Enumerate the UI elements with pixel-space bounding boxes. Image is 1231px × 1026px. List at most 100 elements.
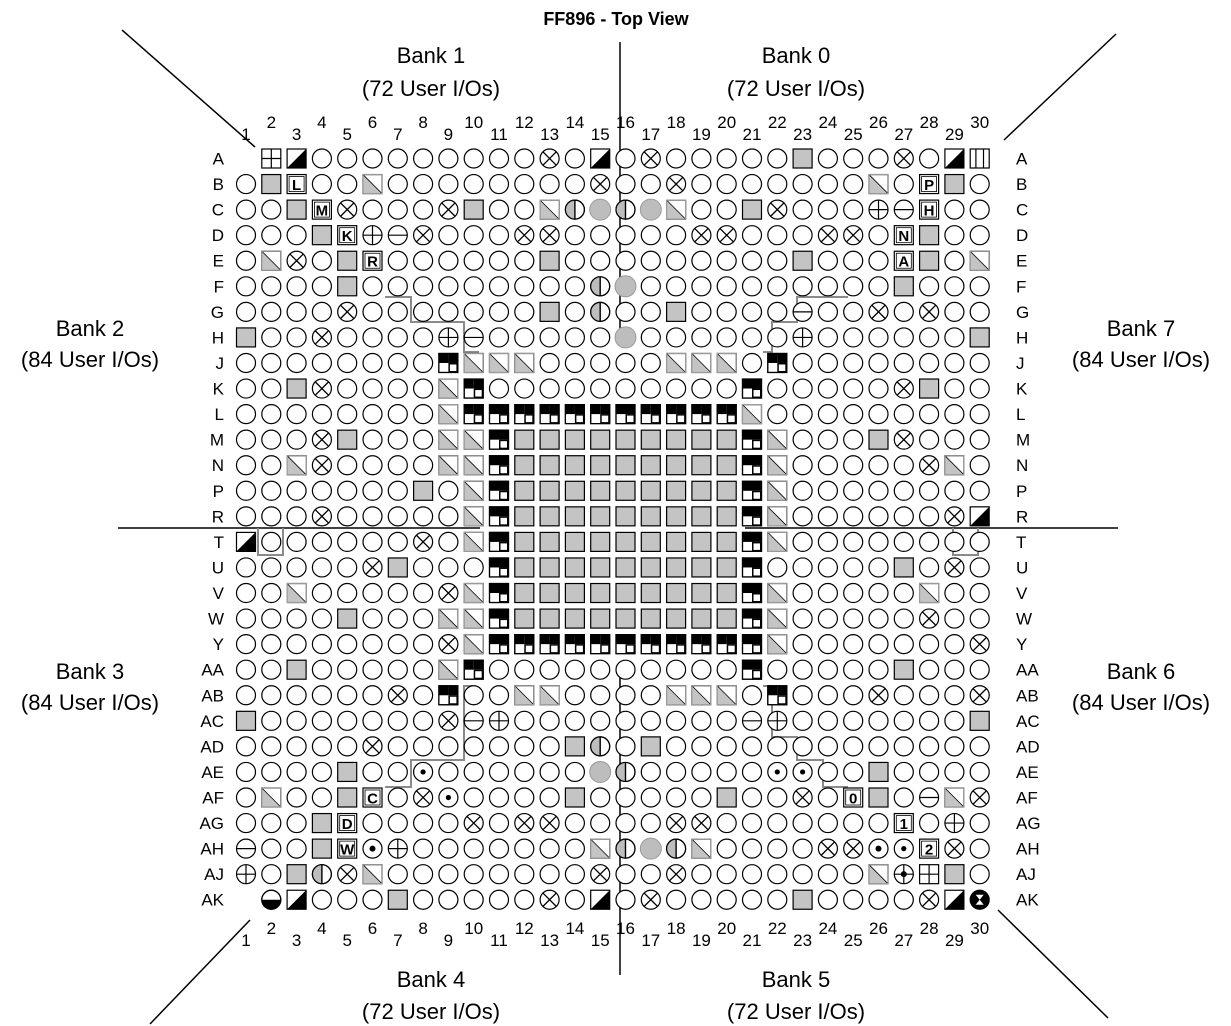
ball-AD21: [741, 736, 763, 757]
ball-D1: [235, 225, 257, 246]
ball-AD7: [387, 736, 408, 757]
ball-C4: M: [311, 199, 332, 220]
column-label: 18: [667, 113, 686, 132]
ball-AB12: [514, 685, 535, 706]
column-label: 24: [818, 113, 837, 132]
ball-AD27: [893, 736, 914, 757]
ball-E3: [286, 250, 307, 271]
svg-text:M: M: [316, 203, 329, 220]
divider-diagonal-top-left: [121, 29, 256, 148]
ball-AF26: [868, 787, 889, 808]
ball-G8: [413, 301, 434, 322]
ball-B3: L: [286, 173, 307, 195]
ball-J11: [488, 352, 510, 374]
ball-R11: [488, 506, 510, 527]
ball-A12: [514, 148, 535, 169]
ball-AG1: [235, 812, 257, 834]
ball-F18: [665, 276, 687, 297]
ball-D2: [261, 225, 282, 246]
ball-Y5: [337, 634, 358, 655]
ball-AG8: [413, 812, 434, 834]
svg-text:2: 2: [925, 842, 933, 859]
ball-AA23: [792, 659, 813, 680]
ball-U24: [817, 557, 839, 578]
ball-W13: [539, 608, 560, 629]
ball-AC6: [362, 710, 383, 731]
ball-P12: [514, 480, 535, 501]
ball-AD29: [944, 736, 965, 757]
ball-H1: [235, 327, 257, 348]
ball-U28: [918, 557, 940, 578]
ball-AG27: 1: [893, 812, 914, 834]
ball-K6: [362, 378, 383, 399]
ball-K28: [918, 378, 940, 399]
ball-G13: [539, 301, 560, 322]
ball-AC30: [969, 710, 990, 731]
ball-C6: [362, 199, 383, 220]
ball-L29: [944, 404, 965, 425]
ball-Y10: [463, 634, 484, 655]
ball-G24: [817, 301, 839, 322]
ball-AD1: [235, 736, 257, 757]
ball-U15: [590, 557, 611, 578]
ball-U21: [741, 557, 763, 578]
ball-P7: [387, 480, 408, 501]
ball-AD26: [868, 736, 889, 757]
ball-U19: [691, 557, 712, 578]
ball-V19: [691, 582, 712, 604]
ball-AC26: [868, 710, 889, 731]
ball-J4: [311, 352, 332, 374]
ball-K26: [868, 378, 889, 399]
ball-AK19: [691, 889, 712, 910]
ball-T15: [590, 531, 611, 553]
ball-G30: [969, 301, 990, 322]
ball-AF2: [261, 787, 282, 808]
ball-F28: [918, 276, 940, 297]
ball-AK26: [868, 889, 889, 910]
row-label: AG: [199, 814, 224, 833]
ball-AJ13: [539, 864, 560, 885]
ball-F20: [716, 276, 737, 297]
ball-H14: [564, 327, 586, 348]
ball-R29: [944, 506, 965, 527]
ball-B1: [235, 173, 257, 195]
ball-N23: [792, 455, 813, 476]
ball-J13: [539, 352, 560, 374]
ball-F10: [463, 276, 484, 297]
ball-G12: [514, 301, 535, 322]
row-label: N: [1016, 456, 1028, 475]
ball-Y11: [488, 634, 510, 655]
ball-R15: [590, 506, 611, 527]
ball-V7: [387, 582, 408, 604]
row-label: A: [213, 150, 225, 169]
column-label: 18: [667, 919, 686, 938]
ball-AG19: [691, 812, 712, 834]
ball-D8: [413, 225, 434, 246]
ball-N16: [615, 455, 636, 476]
ball-AK18: [665, 889, 687, 910]
ball-AJ4: [311, 864, 332, 885]
ball-G23: [792, 301, 813, 322]
row-label: AE: [201, 763, 224, 782]
ball-AB29: [944, 685, 965, 706]
ball-M26: [868, 429, 889, 450]
ball-AA25: [843, 659, 864, 680]
ball-AA19: [691, 659, 712, 680]
ball-P26: [868, 480, 889, 501]
ball-U10: [463, 557, 484, 578]
column-label: 11: [490, 931, 508, 950]
ball-K3: [286, 378, 307, 399]
ball-AF20: [716, 787, 737, 808]
ball-K30: [969, 378, 990, 399]
ball-R6: [362, 506, 383, 527]
ball-C25: [843, 199, 864, 220]
ball-M20: [716, 429, 737, 450]
ball-Y21: [741, 634, 763, 655]
ball-P13: [539, 480, 560, 501]
ball-N19: [691, 455, 712, 476]
ball-C28: H: [918, 199, 940, 220]
ball-P27: [893, 480, 914, 501]
row-label: AF: [202, 789, 224, 808]
bank-name: Bank 3: [56, 659, 125, 684]
ball-AH12: [514, 838, 535, 859]
